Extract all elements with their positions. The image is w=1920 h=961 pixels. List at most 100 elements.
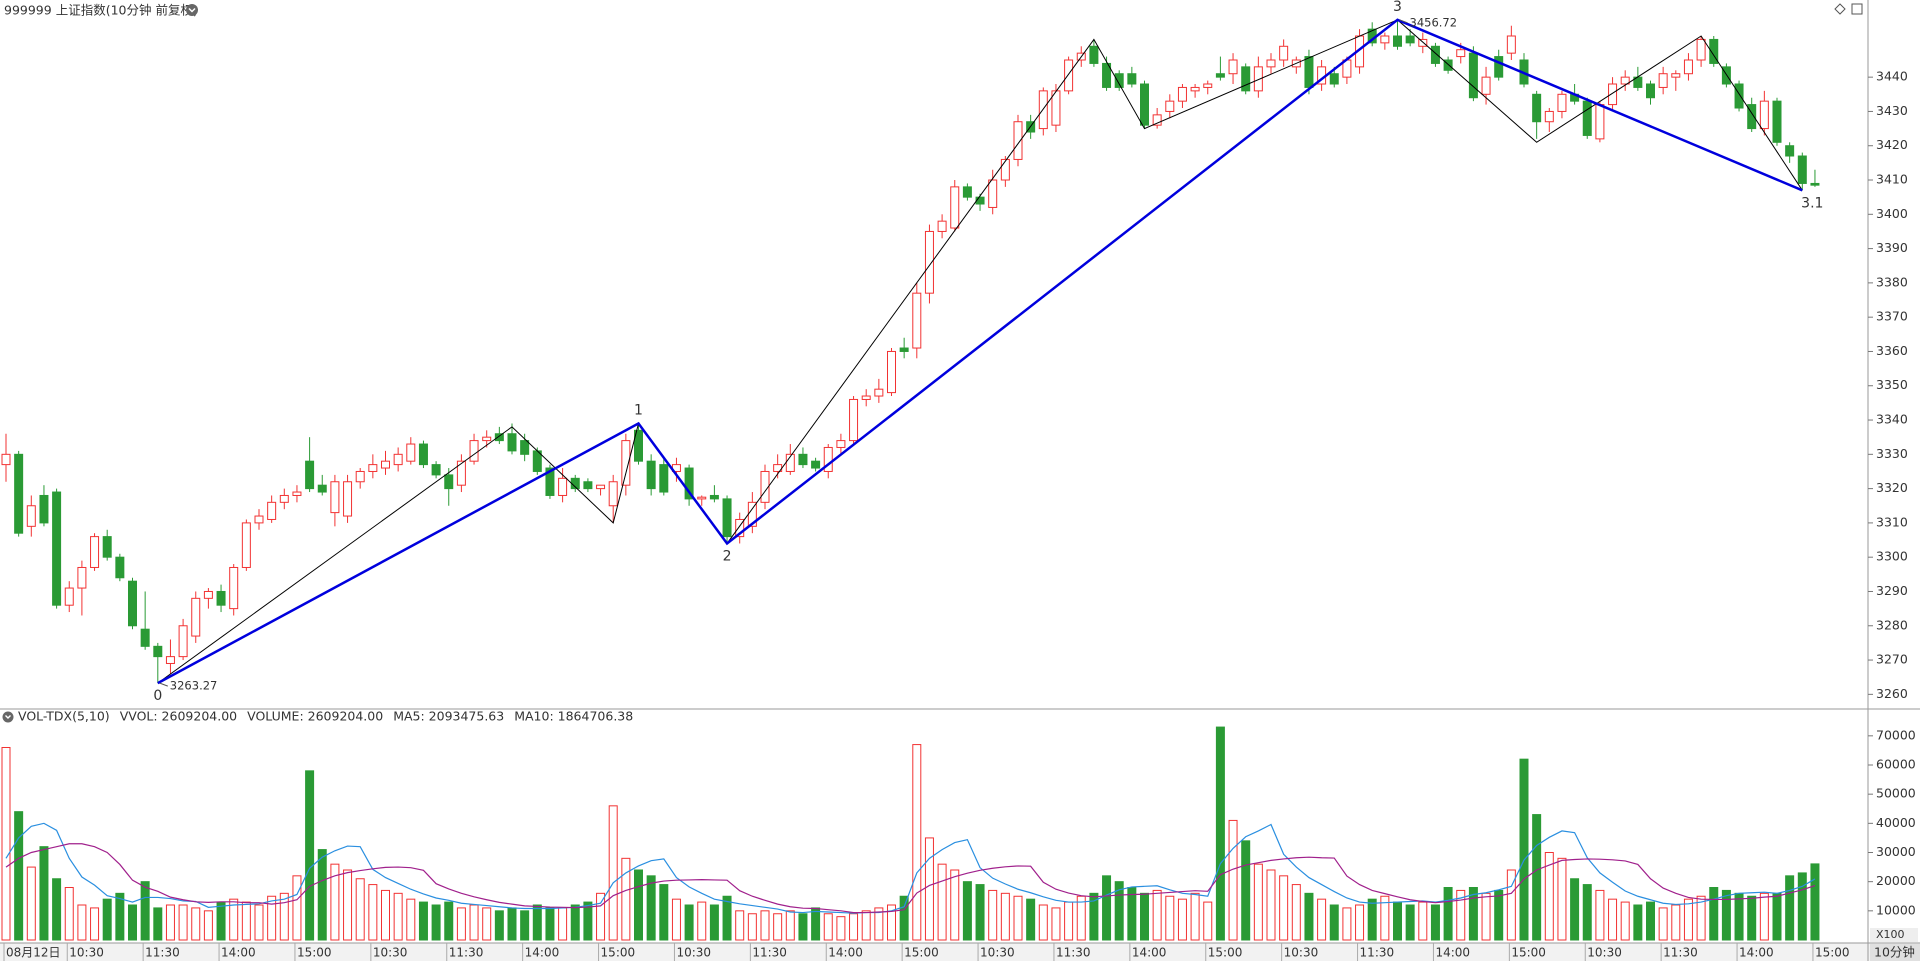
volume-bar	[760, 910, 770, 941]
volume-bar	[482, 907, 492, 941]
menu-circle[interactable]	[2, 711, 14, 723]
volume-bar	[1557, 857, 1567, 941]
candle-body	[64, 587, 74, 606]
wave-label: 2	[723, 548, 732, 564]
volume-bar	[887, 904, 896, 941]
candle-body	[874, 388, 884, 397]
y-tick-label: 3410	[1876, 172, 1908, 187]
candle-body	[697, 496, 707, 500]
candle-body	[1418, 38, 1428, 47]
volume-bar	[39, 846, 49, 941]
candle-body	[507, 433, 517, 452]
volume-bar	[1329, 904, 1339, 941]
candle-body	[1266, 59, 1276, 68]
period-box	[1870, 944, 1920, 961]
volume-bar	[77, 904, 87, 941]
volume-bar	[191, 907, 201, 941]
candle-body	[241, 522, 251, 568]
candle-body	[1279, 45, 1289, 61]
candle-body	[1785, 145, 1795, 157]
volume-bar	[1709, 887, 1719, 941]
menu-chevron[interactable]	[5, 715, 11, 719]
volume-bar	[773, 913, 783, 941]
candle-body	[26, 505, 36, 527]
volume-bar	[1595, 889, 1605, 941]
volume-bar	[494, 910, 504, 941]
x-tick-label: 10:30	[1284, 946, 1319, 960]
candle-body	[975, 196, 985, 205]
x-tick-label: 14:00	[1739, 946, 1774, 960]
candle-body	[1532, 93, 1542, 123]
volume-bar	[1443, 887, 1453, 941]
volume-bar	[1481, 892, 1491, 941]
volume-bar	[1279, 875, 1289, 941]
y-tick-label: 30000	[1876, 844, 1916, 859]
candle-body	[659, 464, 669, 493]
diamond-icon[interactable]	[1834, 3, 1846, 15]
volume-bar	[1064, 901, 1074, 941]
candle-body	[1658, 73, 1668, 88]
volume-bar	[330, 863, 340, 941]
candle-body	[444, 474, 454, 490]
y-tick-label: 10000	[1876, 902, 1916, 917]
y-tick-label: 3260	[1876, 686, 1908, 701]
candle-body	[1582, 100, 1592, 136]
volume-bar	[418, 901, 428, 941]
volume-bar	[64, 887, 74, 941]
volume-bar	[709, 904, 719, 941]
x-tick-label: 10:30	[980, 946, 1015, 960]
x-tick-label: 14:00	[1132, 946, 1167, 960]
moving-average-line	[5, 822, 1816, 914]
title-menu-icon[interactable]	[186, 4, 198, 16]
volume-bar	[659, 884, 669, 941]
moving-average-line	[5, 843, 1816, 914]
y-tick-label: 60000	[1876, 757, 1916, 772]
candle-body	[1241, 66, 1251, 92]
volume-bar	[1620, 901, 1630, 941]
volume-bar	[570, 904, 580, 941]
volume-bar	[1519, 758, 1529, 941]
candle-body	[836, 440, 846, 448]
menu-chevron[interactable]	[188, 7, 196, 13]
volume-bar	[1152, 889, 1162, 941]
candle-body	[1380, 35, 1390, 44]
y-tick-label: 3320	[1876, 480, 1908, 495]
candle-body	[1747, 104, 1757, 130]
candle-body	[381, 460, 390, 469]
volume-bar	[861, 910, 871, 941]
y-tick-label: 3290	[1876, 583, 1908, 598]
extreme-pointer	[1399, 19, 1408, 24]
volume-bar	[393, 892, 403, 941]
volume-bar	[1506, 869, 1516, 941]
candle-body	[596, 484, 606, 490]
volume-bar	[634, 869, 643, 941]
candle-body	[254, 515, 264, 524]
volume-bar	[1026, 898, 1036, 941]
menu-circle[interactable]	[186, 4, 198, 16]
volume-menu-icon[interactable]	[2, 711, 14, 723]
volume-bar	[975, 884, 985, 941]
volume-bar	[1582, 884, 1592, 941]
volume-bar	[1190, 892, 1200, 941]
candle-body	[1203, 83, 1213, 88]
volume-bar	[14, 811, 24, 941]
volume-bar	[1570, 878, 1580, 941]
candle-body	[924, 230, 934, 294]
window-icon[interactable]	[1851, 3, 1863, 15]
y-tick-label: 3370	[1876, 309, 1908, 324]
volume-bar	[671, 898, 681, 941]
wave-line	[157, 18, 1803, 685]
candle-body	[77, 566, 87, 589]
volume-bar	[1418, 901, 1428, 941]
volume-bar	[115, 892, 125, 941]
candle-body	[684, 467, 694, 500]
candle-body	[1595, 104, 1605, 140]
volume-bar	[1494, 889, 1504, 941]
candle-body	[1620, 76, 1630, 85]
x-tick-label: 11:30	[752, 946, 787, 960]
volume-bar	[735, 910, 745, 941]
candle-body	[368, 464, 378, 472]
candle-body	[1734, 83, 1744, 109]
volume-bar	[1266, 869, 1276, 941]
